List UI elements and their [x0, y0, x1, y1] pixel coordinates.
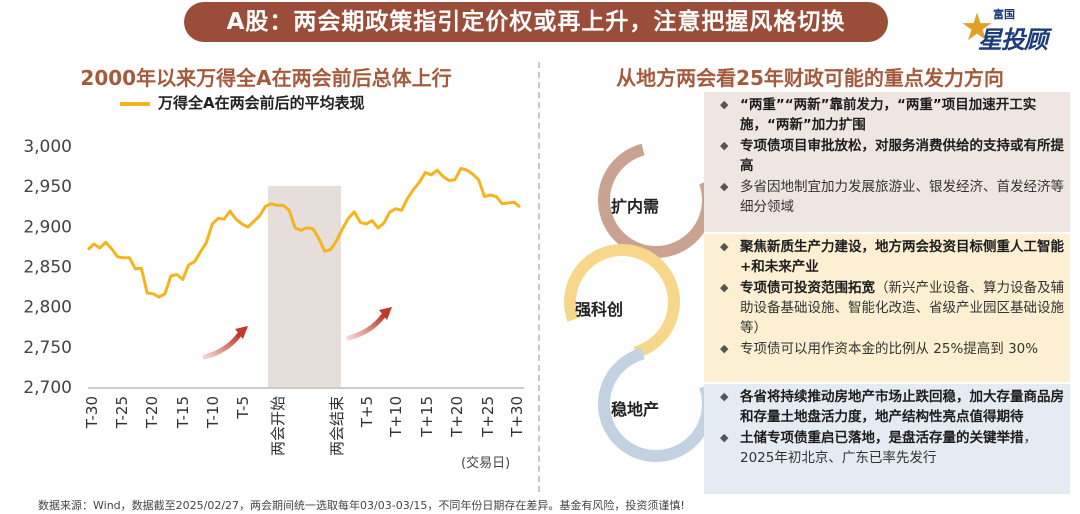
- y-tick-label: 2,700: [23, 378, 72, 398]
- legend-label: 万得全A在两会前后的平均表现: [158, 94, 365, 112]
- y-tick-label: 2,750: [23, 338, 72, 358]
- x-tick-label: T+5: [358, 396, 376, 428]
- bullet-item: 各省将持续推动房地产市场止跌回稳，加大存量商品房和存量土地盘活力度，地产结构性亮…: [720, 387, 1064, 427]
- shaded-period: [268, 186, 341, 387]
- x-tick-label: T+20: [448, 396, 466, 438]
- logo-big-text: 星投顾: [978, 26, 1048, 54]
- y-tick-label: 2,850: [23, 258, 72, 278]
- x-tick-label: T+30: [508, 396, 526, 438]
- left-section-title: 2000年以来万得全A在两会前后总体上行: [80, 66, 452, 90]
- line-chart: 3,000 2,950 2,900 2,850 2,800 2,750 2,700 T-30 T…: [23, 137, 526, 456]
- y-tick-label: 2,800: [23, 298, 72, 318]
- x-tick-label: 两会结束: [328, 396, 346, 456]
- x-tick-label: T-30: [83, 396, 101, 429]
- panel-real-estate: 各省将持续推动房地产市场止跌回稳，加大存量商品房和存量土地盘活力度，地产结构性亮…: [704, 384, 1070, 494]
- y-tick-label: 2,950: [23, 177, 72, 197]
- brand-logo: ★ 富国 星投顾: [960, 4, 1072, 54]
- rise-arrow-icon-head: [379, 307, 392, 320]
- bullet-item: 聚焦新质生产力建设，地方两会投资目标侧重人工智能+和未来产业: [720, 237, 1064, 277]
- x-tick-label: T-10: [204, 396, 222, 429]
- page-title: A股：两会期政策指引定价权或再上升，注意把握风格切换: [184, 2, 888, 42]
- section-divider: [538, 62, 540, 492]
- x-tick-label: T-15: [174, 396, 192, 429]
- legend-swatch: [120, 101, 150, 106]
- y-tick-label: 3,000: [23, 137, 72, 157]
- bullet-item: 土储专项债重启已落地，是盘活存量的关键举措，2025年初北京、广东已率先发行: [720, 428, 1064, 468]
- footer-note: 数据来源：Wind，数据截至2025/02/27，两会期间统一选取每年03/03…: [38, 499, 685, 512]
- series-line: [86, 167, 521, 299]
- bullet-item: 专项债可以用作资本金的比例从 25%提高到 30%: [720, 339, 1064, 359]
- x-tick-label: 两会开始: [269, 396, 287, 456]
- y-tick-label: 2,900: [23, 217, 72, 237]
- circle-label-tech-innovation: 强科创: [575, 300, 624, 319]
- x-tick-label: T-20: [143, 396, 161, 429]
- bullet-item: 专项债可投资范围拓宽（新兴产业设备、算力设备及辅助设备基础设施、智能化改造、省级…: [720, 278, 1064, 338]
- x-tick-label: T+10: [387, 396, 405, 438]
- rise-arrow-icon: [346, 313, 386, 341]
- panel-tech-innovation: 聚焦新质生产力建设，地方两会投资目标侧重人工智能+和未来产业 专项债可投资范围拓…: [704, 234, 1070, 382]
- chart-legend: 万得全A在两会前后的平均表现: [120, 92, 365, 113]
- x-tick-label: T-5: [234, 396, 252, 420]
- circle-label-expand-demand: 扩内需: [611, 197, 660, 216]
- x-axis-unit: (交易日): [461, 456, 511, 471]
- star-icon: ★: [960, 5, 995, 49]
- right-section-title: 从地方两会看25年财政可能的重点发力方向: [616, 66, 1004, 90]
- circle-label-real-estate: 稳地产: [611, 400, 660, 419]
- rise-arrow-icon: [202, 332, 242, 360]
- focus-circles: [564, 142, 714, 462]
- bullet-item: “两重”“两新”靠前发力，“两重”项目加速开工实施，“两新”加力扩围: [720, 95, 1064, 135]
- x-tick-label: T+25: [479, 396, 497, 438]
- panel-expand-demand: “两重”“两新”靠前发力，“两重”项目加速开工实施，“两新”加力扩围 专项债项目…: [704, 92, 1070, 232]
- logo-small-text: 富国: [993, 8, 1015, 21]
- x-tick-label: T+15: [418, 396, 436, 438]
- x-tick-label: T-25: [113, 396, 131, 429]
- bullet-item: 多省因地制宜加力发展旅游业、银发经济、首发经济等细分领域: [720, 177, 1064, 217]
- bullet-item: 专项债项目审批放松，对服务消费供给的支持或有所提高: [720, 136, 1064, 176]
- rise-arrow-icon-head: [235, 326, 248, 339]
